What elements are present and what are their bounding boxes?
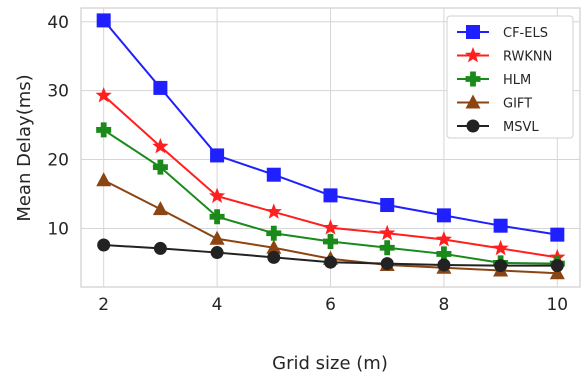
data-point bbox=[549, 265, 565, 280]
data-point bbox=[380, 257, 394, 271]
data-point bbox=[493, 218, 508, 233]
y-tick-label: 40 bbox=[47, 13, 69, 33]
data-point bbox=[266, 239, 282, 254]
data-point bbox=[210, 246, 224, 260]
data-point bbox=[437, 258, 451, 272]
data-point bbox=[266, 167, 281, 182]
data-point bbox=[152, 159, 168, 175]
legend-marker bbox=[465, 71, 481, 87]
data-point bbox=[436, 208, 451, 223]
legend: CF-ELS RWKNN HLM GIFT MSVL bbox=[446, 15, 574, 139]
data-point bbox=[153, 80, 168, 95]
x-tick-label: 6 bbox=[325, 295, 336, 315]
data-point bbox=[97, 238, 111, 252]
data-point bbox=[265, 203, 282, 219]
legend-label: HLM bbox=[503, 73, 531, 88]
series-msvl bbox=[97, 238, 564, 273]
legend-entry: MSVL bbox=[457, 119, 539, 135]
data-point bbox=[96, 122, 112, 138]
data-point bbox=[152, 137, 169, 154]
y-tick-label: 10 bbox=[47, 219, 69, 239]
legend-entry: RWKNN bbox=[457, 47, 552, 65]
data-point bbox=[494, 259, 508, 273]
data-point bbox=[209, 187, 226, 203]
data-point bbox=[96, 172, 112, 187]
x-axis-label: Grid size (m) bbox=[272, 353, 388, 374]
data-point bbox=[95, 86, 112, 103]
legend-entry: HLM bbox=[457, 71, 531, 88]
series-layer bbox=[95, 13, 566, 280]
x-tick-label: 4 bbox=[212, 295, 223, 315]
data-point bbox=[492, 239, 509, 256]
data-point bbox=[209, 230, 225, 245]
data-point bbox=[550, 227, 565, 242]
legend-label: CF-ELS bbox=[503, 26, 548, 41]
data-point bbox=[266, 225, 282, 241]
y-tick-label: 30 bbox=[47, 82, 69, 102]
legend-entry: GIFT bbox=[457, 94, 532, 112]
data-point bbox=[323, 234, 338, 250]
data-point bbox=[436, 246, 452, 262]
data-point bbox=[550, 259, 564, 273]
data-point bbox=[152, 201, 168, 216]
data-point bbox=[380, 198, 395, 213]
data-point bbox=[322, 219, 339, 235]
data-point bbox=[323, 188, 338, 203]
data-point bbox=[324, 255, 337, 269]
data-point bbox=[379, 240, 395, 256]
data-point bbox=[210, 148, 225, 163]
data-point bbox=[209, 209, 225, 225]
legend-label: GIFT bbox=[503, 97, 532, 112]
data-point bbox=[435, 230, 452, 247]
data-point bbox=[153, 241, 167, 255]
y-axis-label: Mean Delay(ms) bbox=[14, 74, 35, 221]
legend-marker bbox=[466, 119, 480, 133]
legend-label: MSVL bbox=[503, 120, 539, 135]
series-cf-els bbox=[96, 13, 565, 242]
legend-marker bbox=[465, 94, 481, 109]
x-tick-label: 10 bbox=[546, 295, 568, 315]
tick-labels: 2 4 6 8 10 10 20 30 40 bbox=[47, 13, 568, 315]
legend-marker bbox=[466, 25, 480, 39]
legend-marker bbox=[464, 47, 482, 63]
data-point bbox=[379, 224, 396, 241]
data-point bbox=[267, 250, 281, 264]
legend-label: RWKNN bbox=[503, 50, 552, 65]
x-tick-label: 8 bbox=[438, 295, 449, 315]
x-tick-label: 2 bbox=[98, 295, 109, 315]
data-point bbox=[96, 13, 111, 28]
y-tick-label: 20 bbox=[47, 151, 69, 171]
legend-entry: CF-ELS bbox=[457, 25, 548, 41]
